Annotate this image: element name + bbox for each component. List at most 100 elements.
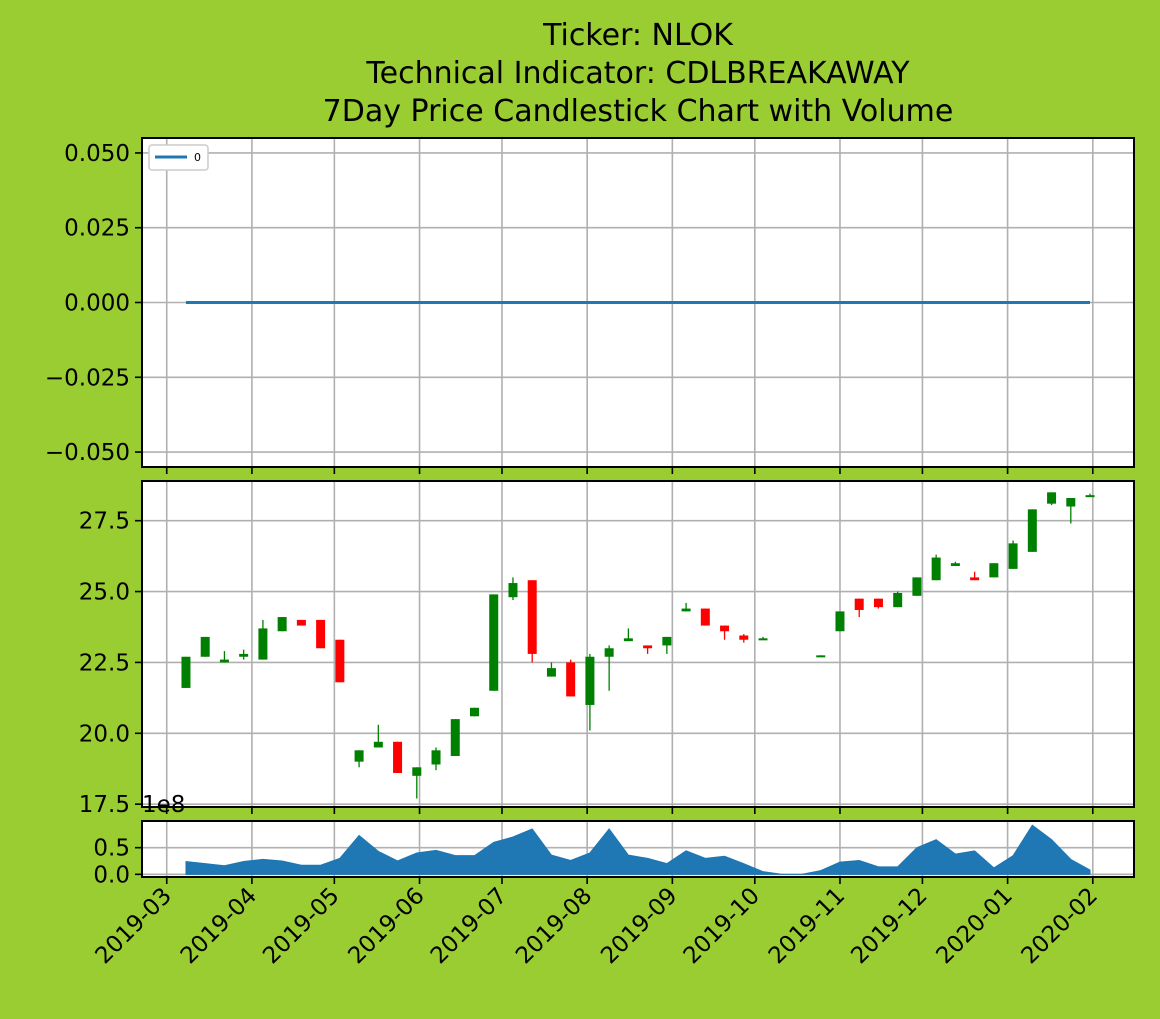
indicator-frame [141,137,1135,468]
price-candles [181,492,1095,799]
candle-body [296,619,306,626]
candle [893,591,903,608]
candle [681,602,691,612]
candle-body [912,577,922,596]
candle-body [431,750,441,765]
y-tick-label: 27.5 [79,509,130,535]
volume-y-axis: 0.00.5 [93,836,142,888]
indicator-x-ticks [165,467,1094,474]
candle-body [469,707,479,717]
candle-body [681,608,691,612]
candle [469,707,479,717]
volume-area-fill [185,824,1091,875]
candle-body [854,598,864,610]
candle-body [335,639,345,683]
candle [643,645,653,654]
candle-body [1047,492,1057,504]
candle [912,577,922,596]
candle [873,598,883,609]
candle [393,741,403,773]
y-tick-label: 20.0 [79,721,130,747]
candle-body [604,648,614,657]
candle [623,628,633,642]
candle-body [873,598,883,608]
candle-body [1066,498,1076,507]
candle [219,651,229,663]
candle [200,636,210,657]
candle [316,619,326,649]
price-panel: 17.5 20.0 22.5 25.0 27.5 [79,480,1135,818]
candle-body [508,583,518,598]
y-tick-label: 0.0 [93,862,130,888]
candle [1066,498,1076,524]
candle [758,636,768,641]
candle [720,625,730,640]
candle-body [623,638,633,642]
candle [816,655,826,658]
volume-frame [141,820,1135,878]
candle-body [1085,495,1095,498]
candle-body [1008,543,1018,569]
candle [931,554,941,581]
candle [181,656,191,688]
candle-body [989,563,999,578]
candle [835,611,845,632]
candle-body [1027,509,1037,552]
candle-body [354,750,364,762]
price-plot-area [142,481,1134,807]
candle-body [720,625,730,632]
price-y-axis: 17.5 20.0 22.5 25.0 27.5 [79,509,142,818]
candle-body [700,608,710,626]
candle-body [835,611,845,632]
candle [585,653,595,731]
candle-body [181,656,191,688]
candle [989,563,999,578]
candle [854,598,864,618]
y-tick-label: 0.050 [64,141,130,167]
candle [527,580,537,663]
candle [970,571,980,581]
candle-body [970,577,980,581]
candle [1027,509,1037,552]
y-tick-label: 17.5 [79,792,130,818]
price-grid [142,481,1134,807]
candle-body [373,741,383,748]
candle-body [412,767,422,776]
candle [412,767,422,799]
candle [373,724,383,748]
candle-body [566,662,576,697]
candle-body [393,741,403,773]
candle-body [200,636,210,657]
candle-body [816,655,826,658]
candle [450,719,460,756]
candle-body [258,628,268,660]
title-line-3: 7Day Price Candlestick Chart with Volume [323,94,954,129]
y-tick-label: 0.5 [93,836,130,862]
candle-body [239,653,249,657]
candle-body [893,592,903,608]
candle [354,750,364,768]
y-tick-label: 22.5 [79,650,130,676]
candle [662,636,672,654]
title-line-1: Ticker: NLOK [542,18,734,53]
candle [546,662,556,677]
candle [1008,540,1018,569]
candle [1085,493,1095,498]
candle-body [758,638,768,641]
candle-body [527,580,537,654]
candle [258,619,268,660]
price-frame [141,480,1135,808]
candle-body [739,635,749,640]
y-tick-label: 25.0 [79,580,130,606]
candle [739,634,749,643]
title-line-2: Technical Indicator: CDLBREAKAWAY [365,56,910,91]
candle-body [546,668,556,677]
candle [604,645,614,691]
y-tick-label: −0.050 [45,440,130,466]
candle-body [277,617,287,632]
candle [508,577,518,601]
candle [950,561,960,567]
candle [239,649,249,660]
y-tick-label: −0.025 [45,365,130,391]
